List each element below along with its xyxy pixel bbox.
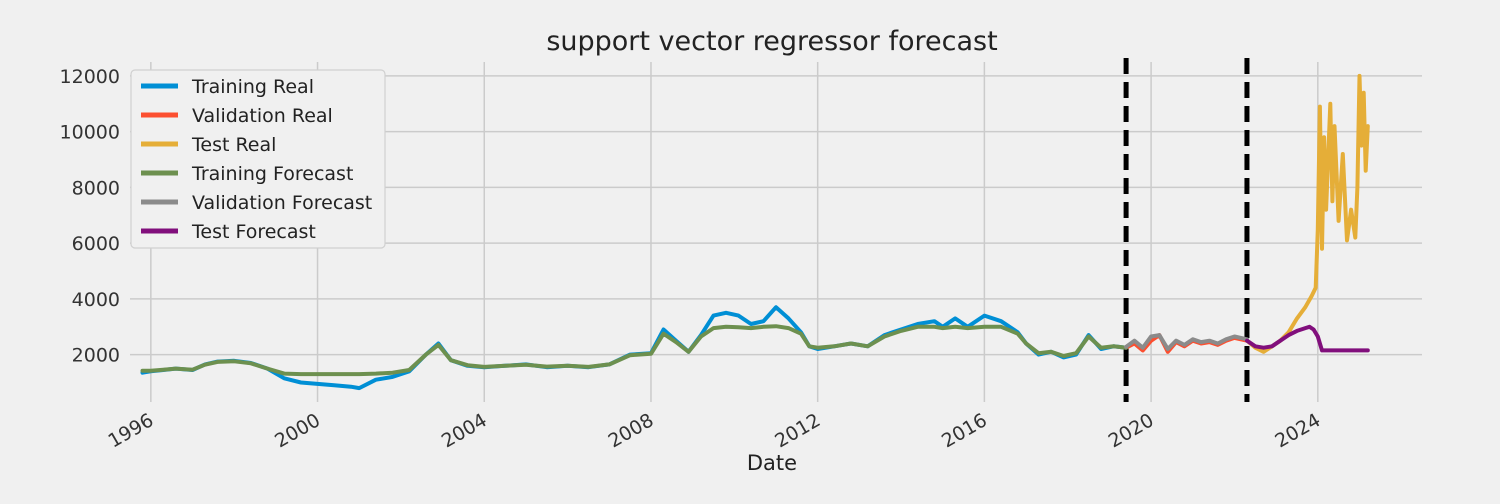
legend-label-validation-real: Validation Real (192, 105, 333, 127)
y-tick-label: 8000 (72, 177, 120, 199)
chart-title: support vector regressor forecast (546, 26, 997, 57)
legend-label-training-forecast: Training Forecast (191, 163, 353, 185)
y-tick-label: 6000 (72, 233, 120, 255)
series-lines (140, 73, 1370, 391)
y-tick-label: 12000 (60, 66, 120, 88)
legend-box (130, 69, 386, 249)
series-line-training-forecast (140, 324, 1129, 377)
legend-label-test-forecast: Test Forecast (191, 221, 316, 243)
y-tick-label: 2000 (72, 345, 120, 367)
split-lines (1123, 58, 1250, 402)
legend-label-test-real: Test Real (191, 134, 276, 156)
series-line-validation-forecast (1124, 333, 1249, 351)
legend-label-training-real: Training Real (191, 76, 314, 98)
legend-label-validation-forecast: Validation Forecast (192, 192, 372, 214)
x-axis-label: Date (747, 451, 797, 475)
y-tick-label: 4000 (72, 289, 120, 311)
series-line-test-forecast (1245, 324, 1370, 353)
legend: Training Real Validation Real Test Real Tra… (130, 69, 386, 249)
y-tick-label: 10000 (60, 122, 120, 144)
